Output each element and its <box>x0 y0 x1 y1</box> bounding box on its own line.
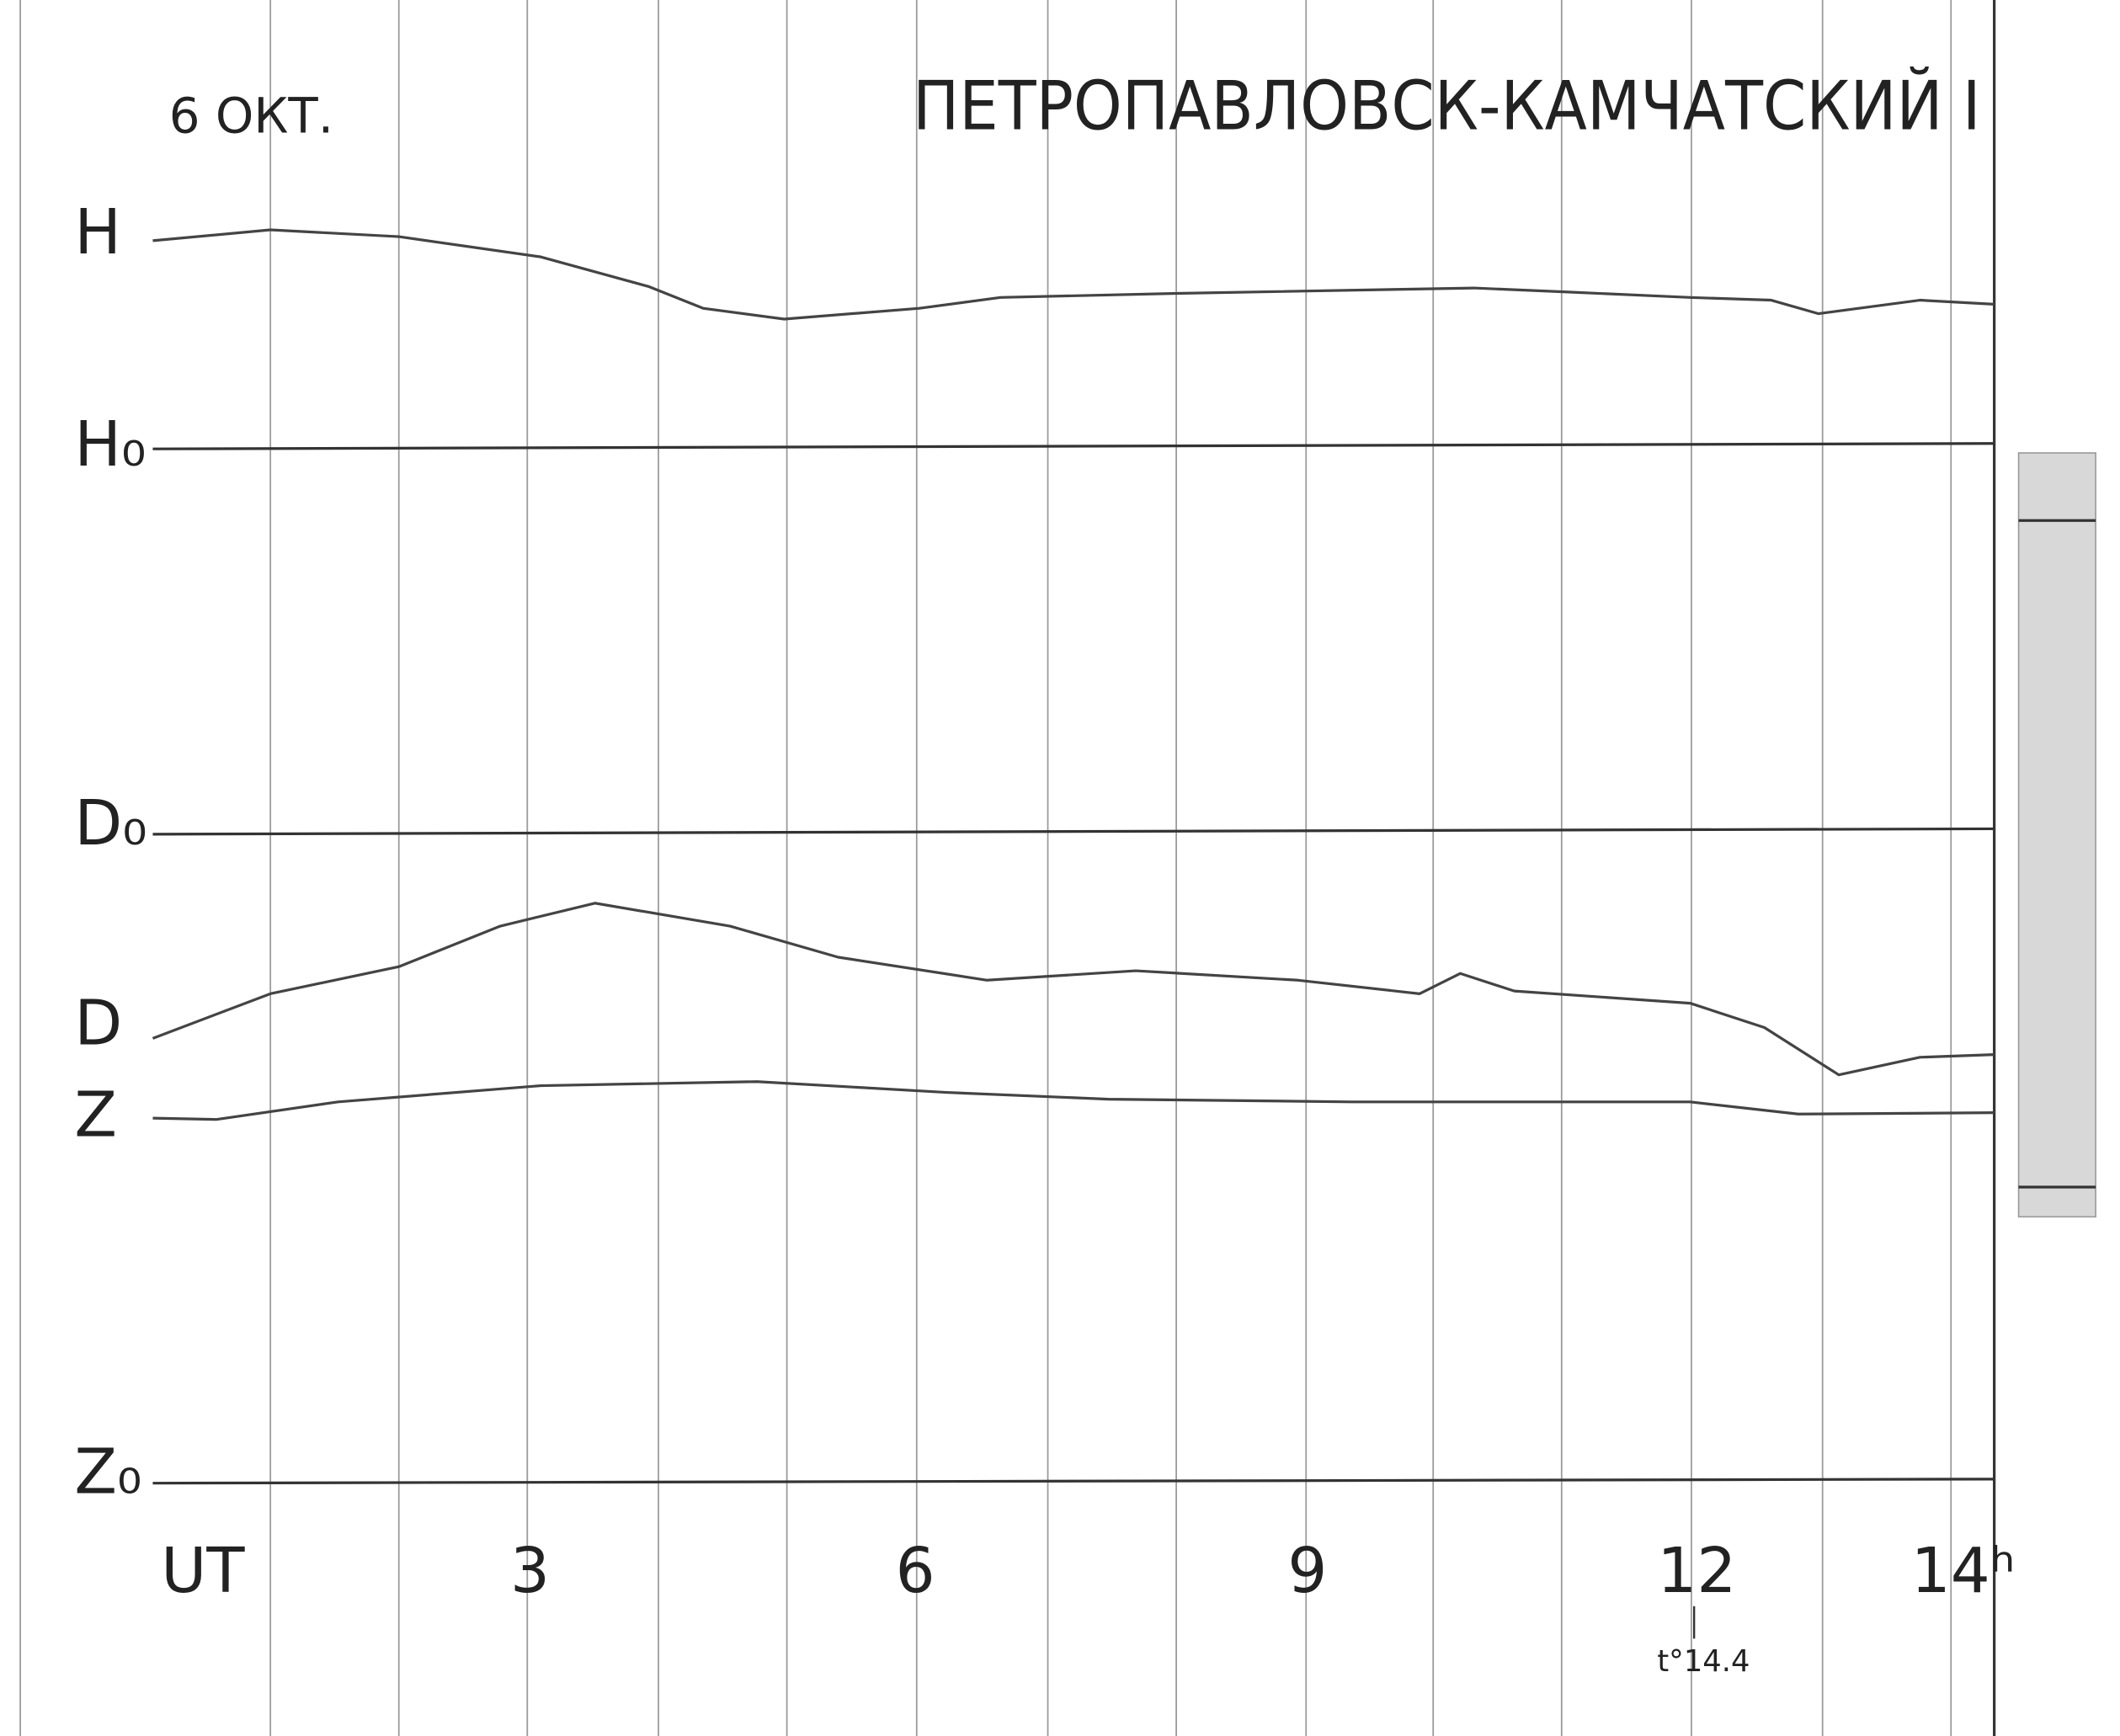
time-label: 6 <box>896 1535 935 1607</box>
trace-label: D <box>74 988 122 1060</box>
d0-baseline <box>152 827 1995 836</box>
temperature-note: t°14.4 <box>1657 1644 1750 1679</box>
traces <box>152 228 1995 1485</box>
z0-baseline <box>152 1478 1995 1485</box>
trace-label: Z <box>74 1079 117 1152</box>
d-trace <box>152 902 1995 1077</box>
h0-baseline <box>152 442 1995 450</box>
time-label: 3 <box>510 1535 550 1607</box>
trace-label: H₀ <box>74 408 146 481</box>
trace-label: Z₀ <box>74 1436 141 1509</box>
trace-label: H <box>74 196 121 269</box>
time-label: 14ʰ <box>1911 1535 2016 1607</box>
time-label: 12 <box>1657 1535 1736 1607</box>
trace-label: D₀ <box>74 787 146 860</box>
z-trace <box>152 1080 1995 1121</box>
time-label: UT <box>161 1535 245 1607</box>
date: 6 ОКТ. <box>169 87 333 144</box>
station-title: ПЕТРОПАВЛОВСК-КАМЧАТСКИЙ I <box>913 67 1981 146</box>
calibration-strip <box>2017 452 2096 1218</box>
strip <box>2017 452 2096 1218</box>
time-label: 9 <box>1287 1535 1327 1607</box>
h-trace <box>152 228 1995 321</box>
